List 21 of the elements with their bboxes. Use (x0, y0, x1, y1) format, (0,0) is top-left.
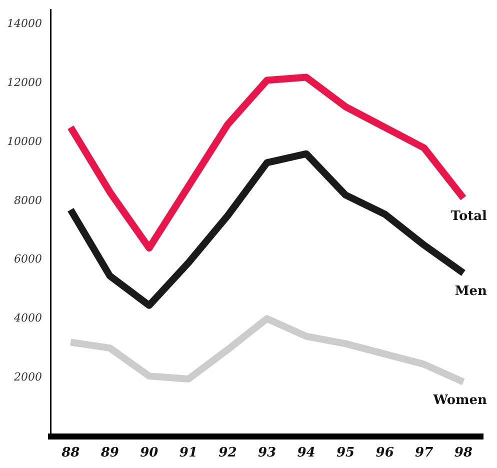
x-tick-label: 98 (454, 446, 472, 461)
y-tick-label: 14000 (6, 17, 42, 30)
x-tick-label: 94 (297, 446, 316, 461)
y-tick-label: 12000 (6, 76, 42, 90)
x-tick-label: 88 (60, 446, 80, 461)
y-tick-label: 10000 (6, 134, 42, 148)
series-label: Total (450, 208, 488, 224)
y-tick-label: 8000 (14, 194, 42, 207)
y-tick-label: 6000 (14, 252, 42, 266)
x-tick-label: 90 (140, 446, 158, 461)
x-tick-label: 96 (376, 446, 394, 461)
y-tick-label: 2000 (12, 370, 42, 384)
x-tick-label: 93 (258, 446, 276, 461)
y-tick-label: 4000 (12, 312, 42, 325)
x-tick-label: 97 (415, 446, 434, 461)
x-tick-label: 95 (336, 446, 355, 461)
x-tick-label: 89 (100, 446, 119, 461)
x-tick-label: 91 (179, 446, 198, 461)
series-label: Men (454, 284, 488, 299)
series-label: Women (432, 392, 488, 408)
x-tick-label: 92 (218, 446, 237, 461)
